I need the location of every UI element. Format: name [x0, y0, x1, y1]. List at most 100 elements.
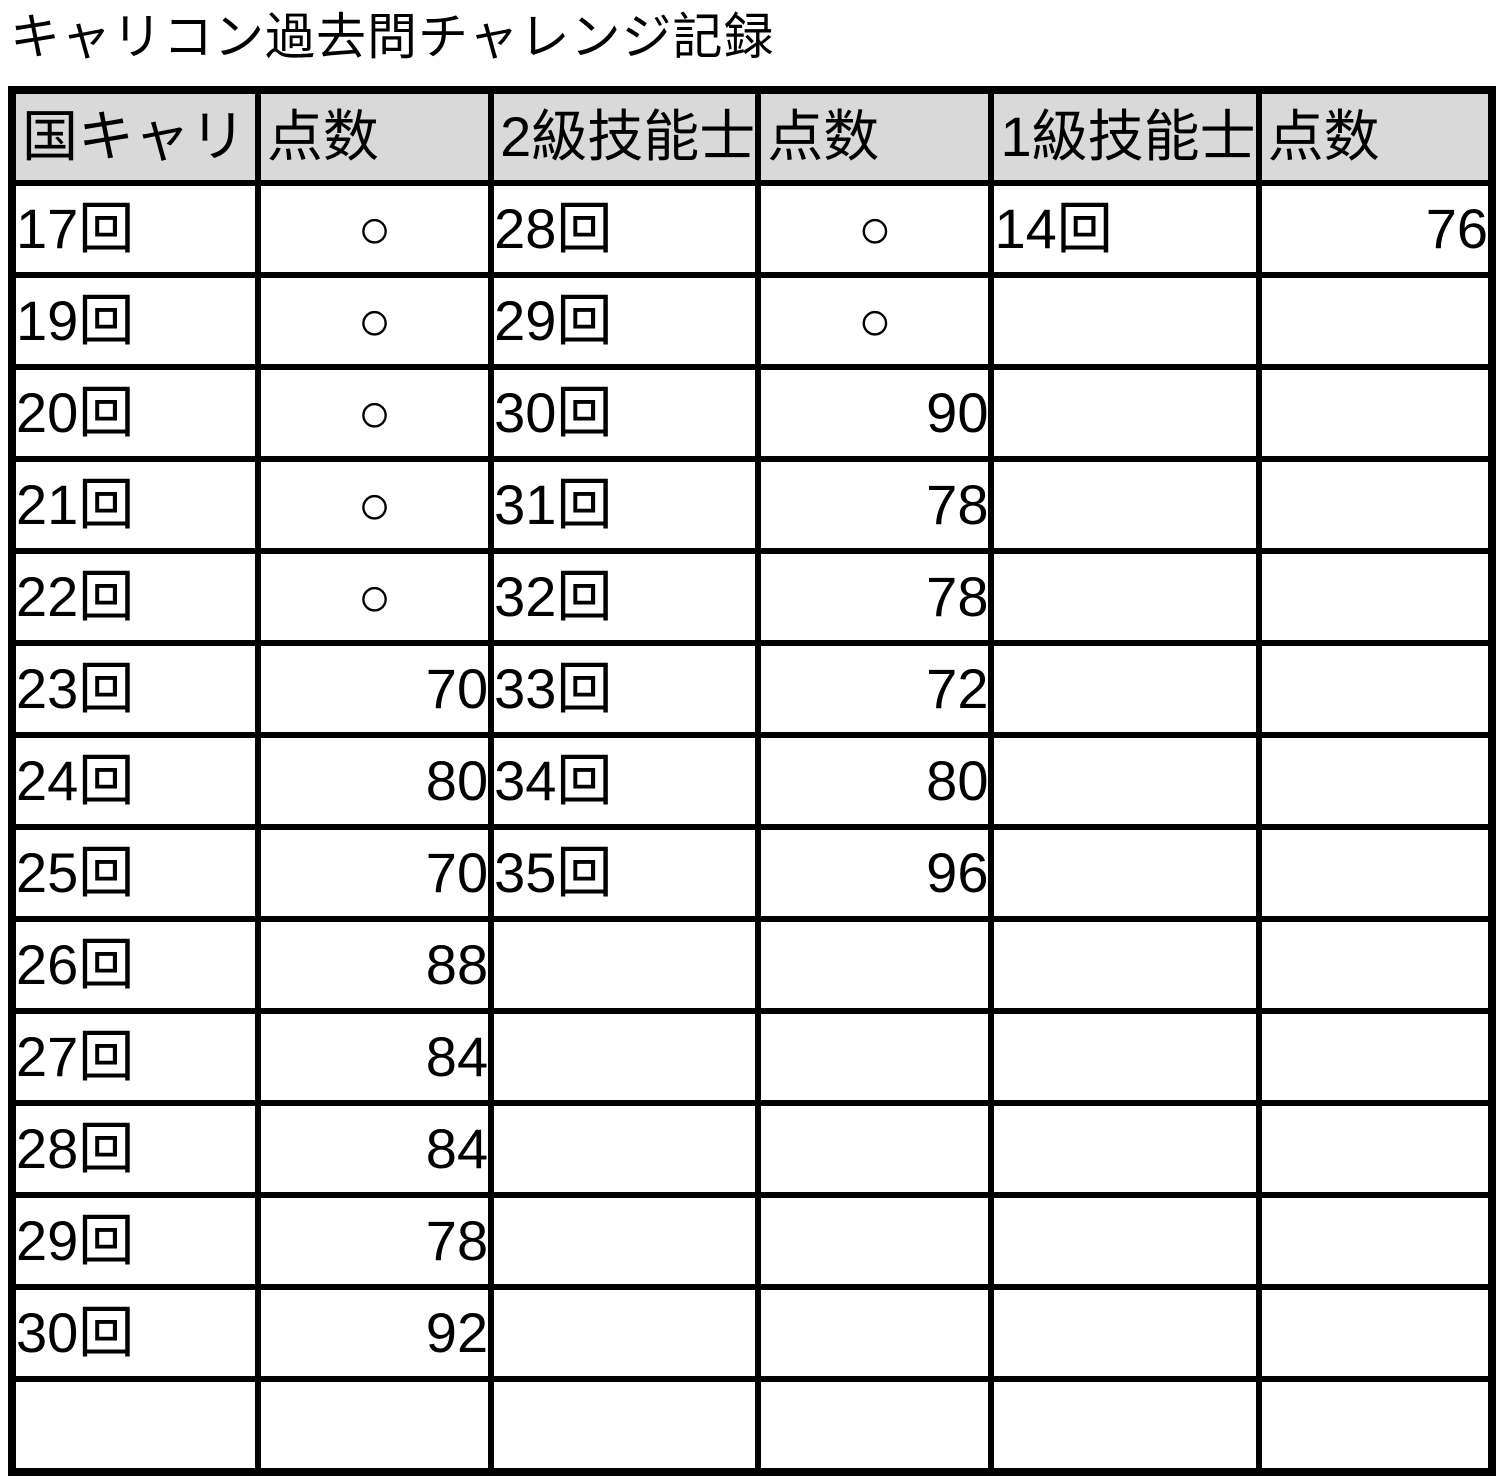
cell-empty[interactable]	[988, 272, 1262, 370]
cell-empty[interactable]	[1255, 732, 1496, 830]
cell-empty[interactable]	[988, 1284, 1262, 1382]
cell-score[interactable]: 70	[254, 824, 495, 922]
cell-exam-no[interactable]: 30回	[9, 1284, 261, 1382]
cell-exam-no[interactable]: 27回	[9, 1008, 261, 1106]
cell-score[interactable]: 78	[755, 456, 995, 554]
cell-pass-mark[interactable]: ○	[254, 456, 495, 554]
cell-empty[interactable]	[1255, 1008, 1496, 1106]
cell-empty[interactable]	[1255, 1192, 1496, 1290]
cell-exam-no[interactable]: 25回	[9, 824, 261, 922]
cell-score[interactable]: 80	[254, 732, 495, 830]
header-cell-score-2[interactable]: 点数	[755, 87, 995, 186]
table-row: 19回 ○ 29回 ○	[9, 272, 1496, 370]
cell-exam-no[interactable]: 35回	[488, 824, 762, 922]
cell-empty[interactable]	[988, 916, 1262, 1014]
cell-empty[interactable]	[1255, 272, 1496, 370]
cell-exam-no[interactable]: 32回	[488, 548, 762, 646]
header-cell-score-1[interactable]: 点数	[254, 87, 495, 186]
cell-empty[interactable]	[988, 1376, 1262, 1475]
cell-empty[interactable]	[1255, 548, 1496, 646]
cell-score[interactable]: 72	[755, 640, 995, 738]
cell-empty[interactable]	[755, 1376, 995, 1475]
cell-empty[interactable]	[988, 364, 1262, 462]
cell-empty[interactable]	[488, 1192, 762, 1290]
header-cell-2kyu[interactable]: 2級技能士	[488, 87, 762, 186]
cell-score[interactable]: 96	[755, 824, 995, 922]
cell-pass-mark[interactable]: ○	[254, 364, 495, 462]
cell-exam-no[interactable]: 24回	[9, 732, 261, 830]
table-row: 17回 ○ 28回 ○ 14回 76	[9, 180, 1496, 278]
table-row: 28回 84	[9, 1100, 1496, 1198]
cell-empty[interactable]	[1255, 824, 1496, 922]
cell-empty[interactable]	[1255, 640, 1496, 738]
cell-exam-no[interactable]: 28回	[488, 180, 762, 278]
cell-exam-no[interactable]: 33回	[488, 640, 762, 738]
cell-exam-no[interactable]: 20回	[9, 364, 261, 462]
cell-exam-no[interactable]: 29回	[9, 1192, 261, 1290]
cell-empty[interactable]	[755, 1008, 995, 1106]
cell-pass-mark[interactable]: ○	[755, 272, 995, 370]
cell-empty[interactable]	[488, 916, 762, 1014]
cell-empty[interactable]	[755, 1100, 995, 1198]
cell-empty[interactable]	[988, 1008, 1262, 1106]
cell-score[interactable]: 70	[254, 640, 495, 738]
cell-empty[interactable]	[988, 824, 1262, 922]
page-title: キャリコン過去問チャレンジ記録	[10, 9, 775, 65]
header-row: 国キャリ 点数 2級技能士 点数 1級技能士 点数	[9, 87, 1496, 186]
cell-exam-no[interactable]: 30回	[488, 364, 762, 462]
cell-pass-mark[interactable]: ○	[254, 548, 495, 646]
cell-empty[interactable]	[488, 1100, 762, 1198]
cell-empty[interactable]	[1255, 456, 1496, 554]
cell-exam-no[interactable]: 17回	[9, 180, 261, 278]
cell-score[interactable]: 84	[254, 1008, 495, 1106]
cell-score[interactable]: 84	[254, 1100, 495, 1198]
cell-exam-no[interactable]: 19回	[9, 272, 261, 370]
cell-empty[interactable]	[1255, 1376, 1496, 1475]
header-cell-kokukyari[interactable]: 国キャリ	[9, 87, 261, 186]
cell-empty[interactable]	[755, 1192, 995, 1290]
table-row: 27回 84	[9, 1008, 1496, 1106]
cell-empty[interactable]	[755, 916, 995, 1014]
cell-empty[interactable]	[9, 1376, 261, 1475]
cell-score[interactable]: 78	[755, 548, 995, 646]
cell-empty[interactable]	[988, 1100, 1262, 1198]
exam-score-table: 国キャリ 点数 2級技能士 点数 1級技能士 点数 17回 ○ 28回 ○ 14…	[8, 86, 1496, 1476]
table-row: 24回 80 34回 80	[9, 732, 1496, 830]
cell-score[interactable]: 78	[254, 1192, 495, 1290]
cell-empty[interactable]	[488, 1008, 762, 1106]
cell-pass-mark[interactable]: ○	[755, 180, 995, 278]
cell-score[interactable]: 80	[755, 732, 995, 830]
table-row: 30回 92	[9, 1284, 1496, 1382]
cell-empty[interactable]	[1255, 364, 1496, 462]
cell-score[interactable]: 76	[1255, 180, 1496, 278]
cell-empty[interactable]	[254, 1376, 495, 1475]
header-cell-score-3[interactable]: 点数	[1255, 87, 1496, 186]
cell-pass-mark[interactable]: ○	[254, 272, 495, 370]
cell-empty[interactable]	[988, 640, 1262, 738]
cell-empty[interactable]	[1255, 1100, 1496, 1198]
cell-exam-no[interactable]: 29回	[488, 272, 762, 370]
cell-empty[interactable]	[988, 456, 1262, 554]
cell-empty[interactable]	[1255, 916, 1496, 1014]
cell-score[interactable]: 90	[755, 364, 995, 462]
cell-exam-no[interactable]: 28回	[9, 1100, 261, 1198]
cell-exam-no[interactable]: 22回	[9, 548, 261, 646]
cell-exam-no[interactable]: 26回	[9, 916, 261, 1014]
cell-exam-no[interactable]: 21回	[9, 456, 261, 554]
cell-score[interactable]: 92	[254, 1284, 495, 1382]
cell-exam-no[interactable]: 14回	[988, 180, 1262, 278]
cell-empty[interactable]	[988, 548, 1262, 646]
cell-empty[interactable]	[1255, 1284, 1496, 1382]
header-cell-1kyu[interactable]: 1級技能士	[988, 87, 1262, 186]
cell-pass-mark[interactable]: ○	[254, 180, 495, 278]
cell-exam-no[interactable]: 34回	[488, 732, 762, 830]
cell-exam-no[interactable]: 31回	[488, 456, 762, 554]
cell-empty[interactable]	[488, 1376, 762, 1475]
cell-empty[interactable]	[988, 732, 1262, 830]
cell-empty[interactable]	[488, 1284, 762, 1382]
table-row: 21回 ○ 31回 78	[9, 456, 1496, 554]
cell-empty[interactable]	[988, 1192, 1262, 1290]
cell-exam-no[interactable]: 23回	[9, 640, 261, 738]
cell-score[interactable]: 88	[254, 916, 495, 1014]
cell-empty[interactable]	[755, 1284, 995, 1382]
